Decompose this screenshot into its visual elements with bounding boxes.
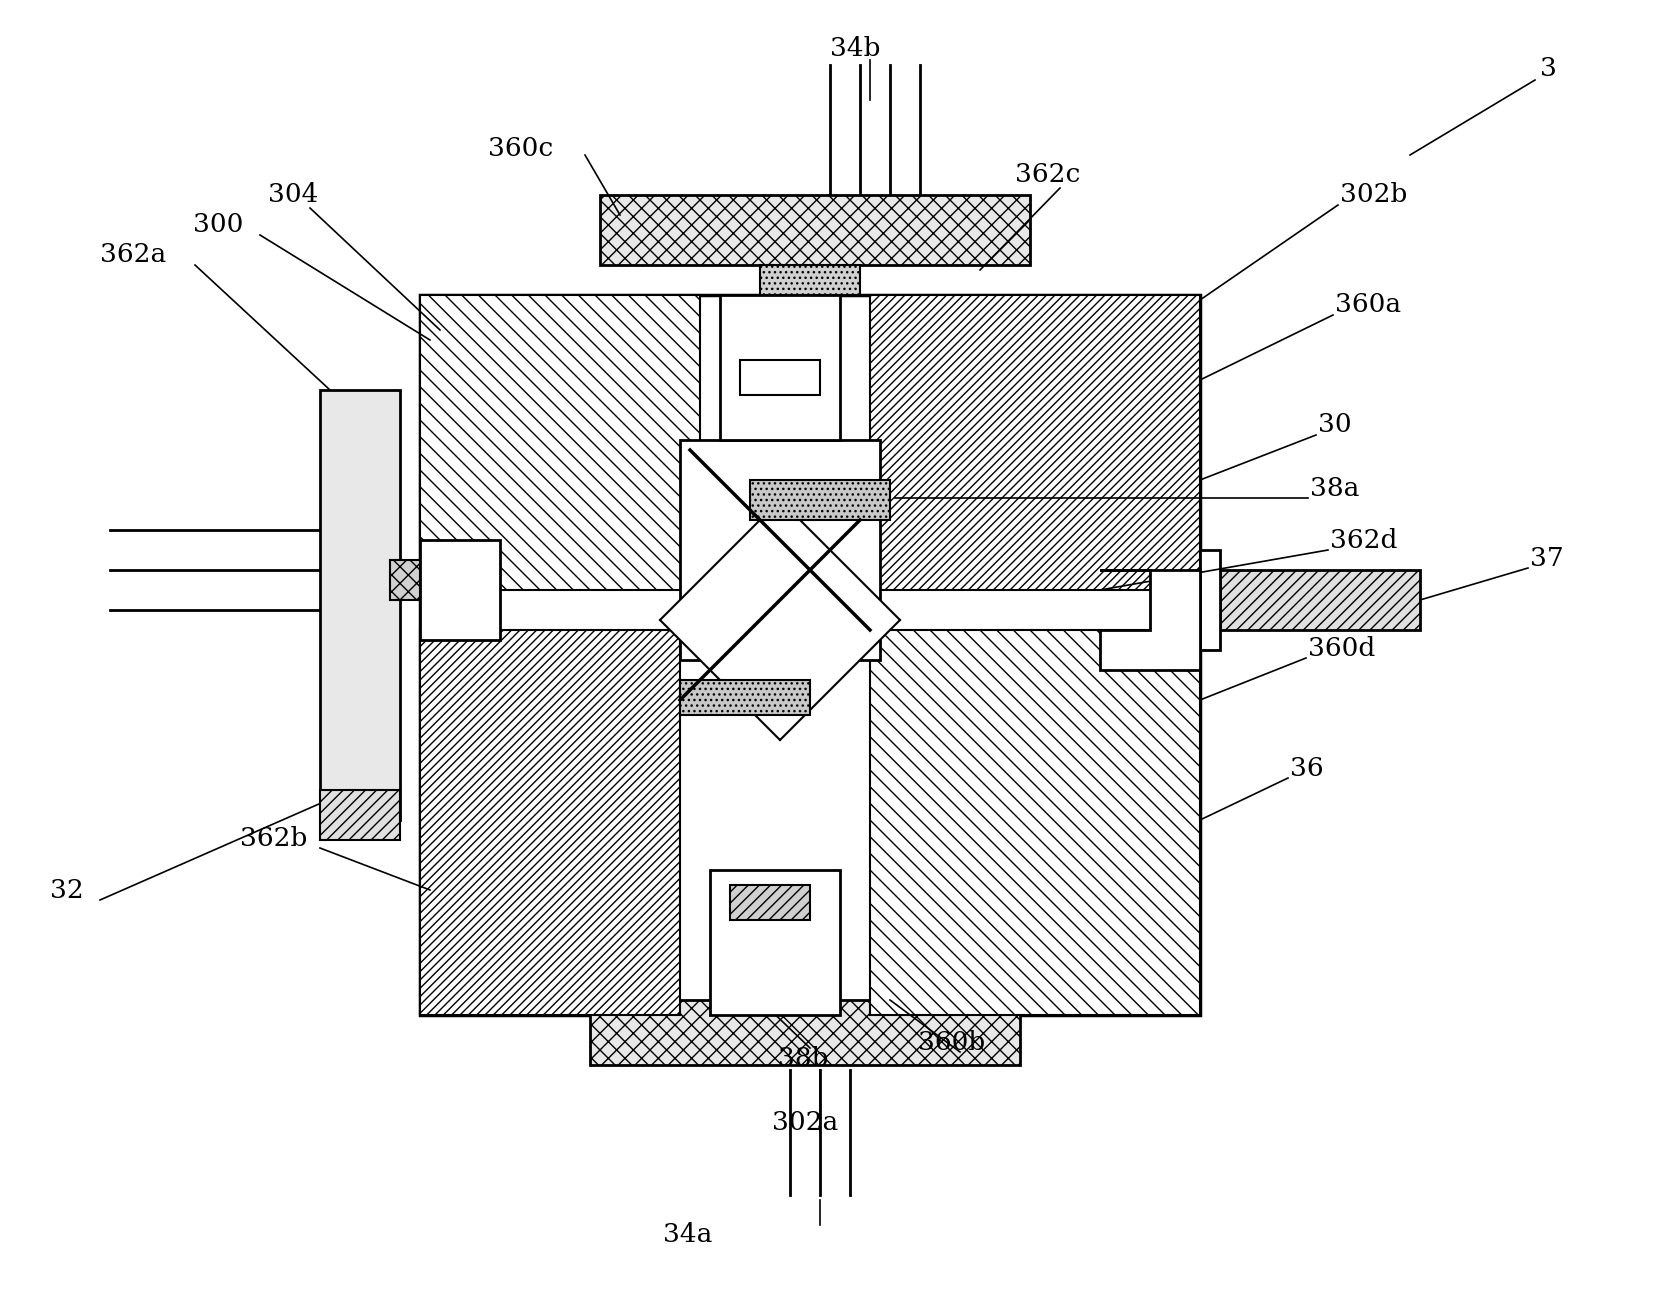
Polygon shape: [420, 630, 680, 1015]
Text: 360d: 360d: [1307, 636, 1374, 660]
Text: 362a: 362a: [99, 243, 166, 267]
Bar: [420, 295, 1200, 1015]
Text: 304: 304: [268, 182, 318, 208]
Text: 38a: 38a: [1309, 476, 1359, 501]
Text: 302a: 302a: [771, 1109, 837, 1134]
Bar: [319, 789, 401, 840]
Text: 302b: 302b: [1339, 182, 1407, 208]
Text: 32: 32: [50, 877, 84, 903]
Text: 3: 3: [1539, 55, 1556, 80]
Bar: [750, 480, 889, 520]
Text: 300: 300: [194, 213, 243, 237]
Polygon shape: [869, 630, 1200, 1015]
Text: 34b: 34b: [829, 36, 880, 61]
Bar: [391, 560, 420, 600]
Bar: [740, 360, 819, 395]
Bar: [680, 680, 809, 715]
Bar: [599, 195, 1029, 264]
Text: 362d: 362d: [1329, 528, 1397, 552]
Bar: [730, 885, 809, 920]
Text: 360b: 360b: [917, 1029, 985, 1054]
Text: 34a: 34a: [664, 1223, 712, 1247]
Bar: [319, 390, 401, 820]
Bar: [720, 295, 839, 440]
Bar: [589, 1000, 1019, 1066]
Bar: [710, 869, 839, 1015]
Bar: [735, 970, 824, 1000]
Text: 360a: 360a: [1334, 293, 1400, 317]
Bar: [1220, 570, 1418, 630]
Polygon shape: [869, 295, 1200, 590]
Text: 362c: 362c: [1015, 163, 1079, 187]
Bar: [680, 440, 879, 660]
Polygon shape: [660, 501, 899, 740]
Polygon shape: [420, 295, 700, 590]
Bar: [1200, 550, 1220, 650]
Bar: [760, 264, 859, 295]
Polygon shape: [1099, 570, 1200, 670]
Text: 38b: 38b: [778, 1045, 828, 1071]
Text: 30: 30: [1317, 413, 1350, 437]
Text: 36: 36: [1289, 756, 1322, 780]
Text: 37: 37: [1529, 546, 1562, 570]
Text: 360c: 360c: [488, 135, 553, 160]
Text: 362b: 362b: [240, 826, 308, 850]
Bar: [420, 541, 500, 640]
